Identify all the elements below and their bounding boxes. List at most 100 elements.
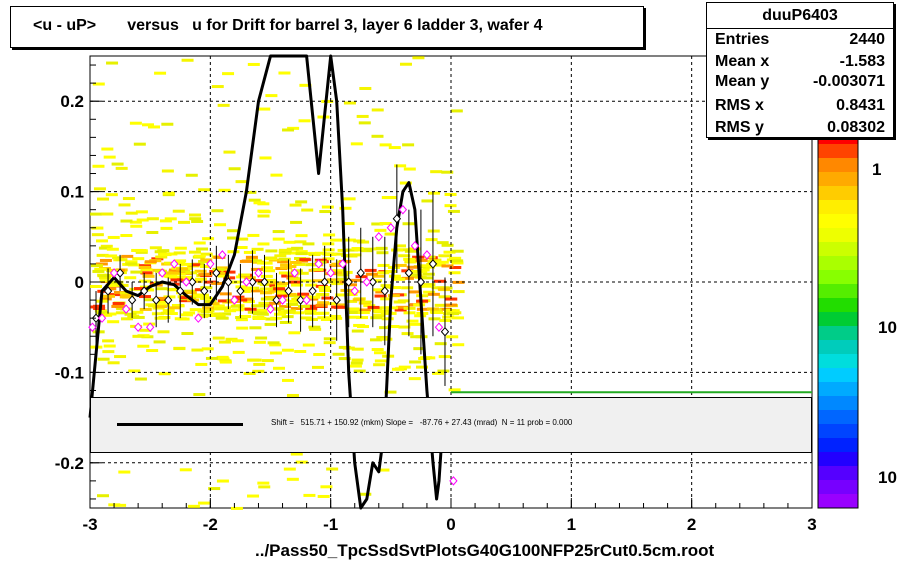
y-tick-label: 0.2 <box>60 92 84 111</box>
density-cell <box>273 287 286 291</box>
point-magenta <box>449 476 458 486</box>
density-cell <box>99 279 112 283</box>
point-black <box>260 277 269 287</box>
density-cell <box>371 134 384 138</box>
density-cell <box>235 180 248 184</box>
density-cell <box>444 204 457 208</box>
density-cell <box>380 337 393 341</box>
density-cell <box>417 268 430 272</box>
density-cell <box>444 308 457 312</box>
density-cell <box>373 314 386 318</box>
density-cell <box>178 220 191 224</box>
density-cell <box>425 238 438 242</box>
density-cell <box>451 259 464 263</box>
density-cell <box>165 275 178 279</box>
density-cell <box>349 278 362 282</box>
density-cell <box>413 347 426 351</box>
density-cell <box>305 307 318 311</box>
density-cell <box>269 281 282 285</box>
palette-cell <box>818 424 858 439</box>
density-cell <box>398 325 411 329</box>
density-cell <box>364 268 377 272</box>
density-cell <box>290 452 303 456</box>
density-cell <box>289 260 302 264</box>
density-cell <box>401 276 414 280</box>
x-tick-label: 3 <box>807 515 816 534</box>
point-magenta <box>97 313 107 323</box>
density-cell <box>207 302 220 306</box>
fit-legend: Shift = 515.71 + 150.92 (mkm) Slope = -8… <box>90 397 812 453</box>
density-cell <box>319 210 332 214</box>
density-cell <box>194 269 207 273</box>
density-cell <box>286 302 299 306</box>
density-cell <box>277 260 290 264</box>
density-cell <box>297 292 310 296</box>
density-cell <box>275 294 288 298</box>
density-cell <box>323 341 336 345</box>
density-cell <box>278 248 291 252</box>
point-magenta <box>121 304 131 314</box>
density-cell <box>129 220 142 224</box>
fit-legend-line <box>117 423 243 426</box>
density-cell <box>387 294 400 298</box>
point-black <box>356 268 365 278</box>
density-cell <box>166 271 179 275</box>
density-cell <box>93 187 106 191</box>
stats-value: 2440 <box>849 31 885 48</box>
density-cell <box>280 266 293 270</box>
density-cell <box>258 485 271 489</box>
point-black <box>139 286 149 296</box>
x-tick-label: 0 <box>446 515 455 534</box>
density-cell <box>423 255 436 259</box>
palette-cell <box>818 494 858 509</box>
density-cell <box>322 242 335 246</box>
density-cell <box>314 251 327 255</box>
palette-cell <box>818 270 858 285</box>
density-cell <box>305 283 318 287</box>
stats-value: -0.003071 <box>812 73 885 90</box>
density-cell <box>322 248 335 252</box>
grid-lines <box>90 56 812 508</box>
density-cell <box>247 62 260 66</box>
density-cell <box>102 294 115 298</box>
density-cell <box>382 285 395 289</box>
density-cell <box>112 256 125 260</box>
stats-label: Mean x <box>715 53 770 70</box>
density-cell <box>373 288 386 292</box>
z-tick-label: 10 <box>878 468 897 487</box>
density-cell <box>226 229 239 233</box>
density-cell <box>452 290 465 294</box>
density-cell <box>100 244 113 248</box>
density-cell <box>212 304 225 308</box>
density-cell <box>276 291 289 295</box>
density-cell <box>103 344 116 348</box>
density-cell <box>187 504 200 508</box>
density-cell <box>98 246 111 250</box>
density-cell <box>320 317 333 321</box>
density-cell <box>338 357 351 361</box>
density-cell <box>103 155 116 159</box>
density-cell <box>326 278 339 282</box>
density-cell <box>97 357 110 361</box>
density-cell <box>238 307 251 311</box>
density-cell <box>264 278 277 282</box>
density-cell <box>121 294 134 298</box>
density-cell <box>212 336 225 340</box>
point-magenta <box>242 277 251 287</box>
density-cell <box>96 239 109 243</box>
density-cell <box>196 314 209 318</box>
density-cell <box>274 312 287 316</box>
point-black <box>164 295 173 305</box>
density-cell <box>264 295 277 299</box>
density-cell <box>111 304 124 308</box>
density-cell <box>380 297 393 301</box>
density-cell <box>161 122 174 126</box>
density-cell <box>183 311 196 315</box>
density-cell <box>201 347 214 351</box>
density-cell <box>193 254 206 258</box>
density-cell <box>167 288 180 292</box>
density-cell <box>434 303 447 307</box>
density-cell <box>185 173 198 177</box>
density-cell <box>258 210 271 214</box>
density-cell <box>376 335 389 339</box>
